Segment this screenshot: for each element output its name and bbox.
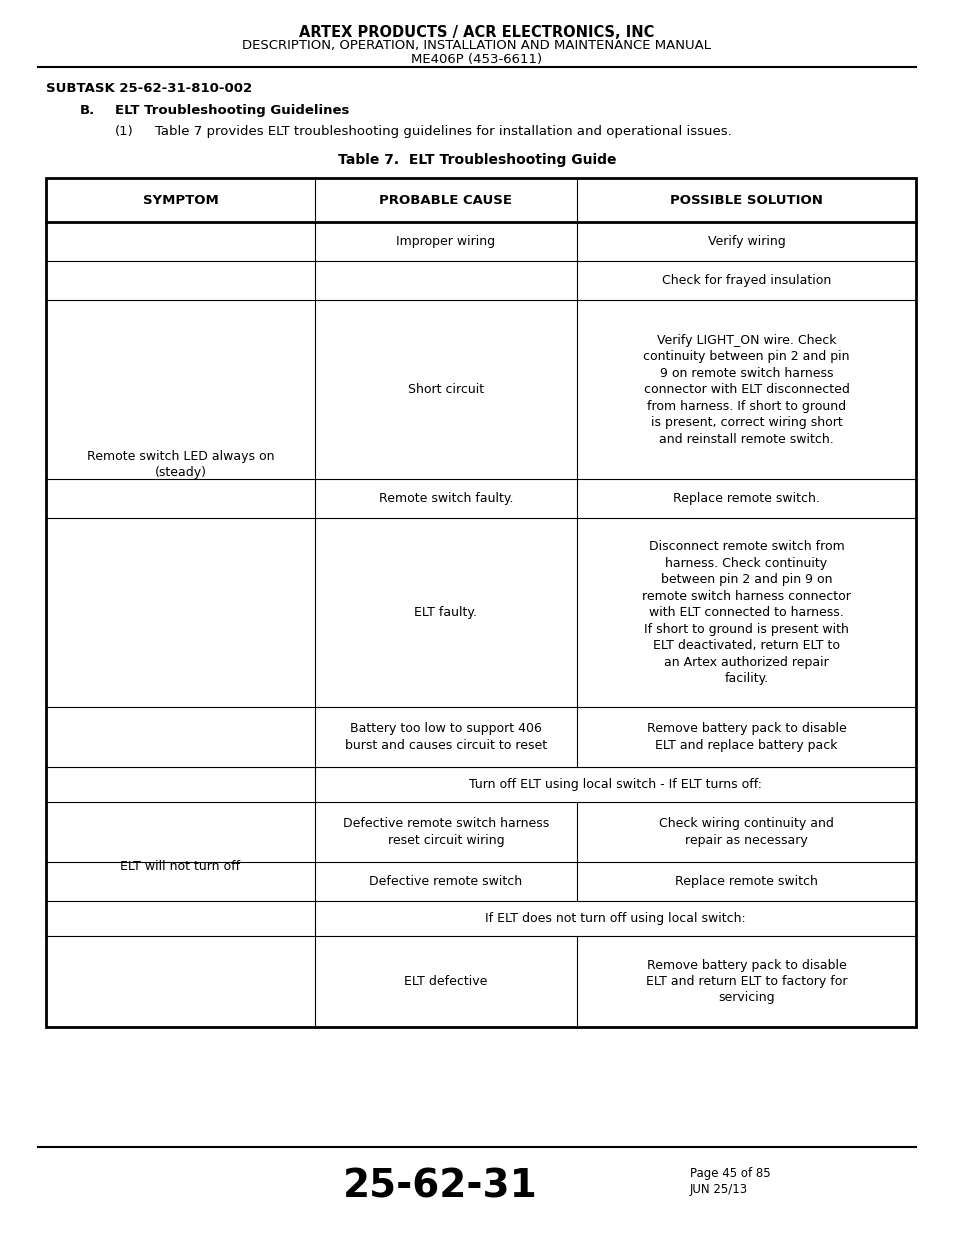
- Text: Remote switch LED always on
(steady): Remote switch LED always on (steady): [87, 450, 274, 479]
- Text: Remove battery pack to disable
ELT and return ELT to factory for
servicing: Remove battery pack to disable ELT and r…: [645, 958, 846, 1004]
- Text: B.: B.: [80, 104, 95, 117]
- Text: Turn off ELT using local switch - If ELT turns off:: Turn off ELT using local switch - If ELT…: [469, 778, 761, 790]
- Text: Check for frayed insulation: Check for frayed insulation: [661, 274, 830, 287]
- Text: Remove battery pack to disable
ELT and replace battery pack: Remove battery pack to disable ELT and r…: [646, 722, 845, 752]
- Text: (1): (1): [115, 125, 133, 138]
- Text: ELT defective: ELT defective: [404, 974, 487, 988]
- Text: ELT will not turn off: ELT will not turn off: [120, 861, 240, 873]
- Text: Verify wiring: Verify wiring: [707, 235, 784, 248]
- Text: Battery too low to support 406
burst and causes circuit to reset: Battery too low to support 406 burst and…: [345, 722, 546, 752]
- Text: ELT faulty.: ELT faulty.: [414, 606, 477, 619]
- Text: POSSIBLE SOLUTION: POSSIBLE SOLUTION: [669, 194, 822, 206]
- Text: Disconnect remote switch from
harness. Check continuity
between pin 2 and pin 9 : Disconnect remote switch from harness. C…: [641, 540, 850, 685]
- Bar: [46, 178, 915, 1028]
- Text: Defective remote switch: Defective remote switch: [369, 876, 522, 888]
- Text: Page 45 of 85: Page 45 of 85: [689, 1167, 770, 1179]
- Text: ELT Troubleshooting Guidelines: ELT Troubleshooting Guidelines: [115, 104, 349, 117]
- Text: ARTEX PRODUCTS / ACR ELECTRONICS, INC: ARTEX PRODUCTS / ACR ELECTRONICS, INC: [299, 25, 654, 40]
- Text: JUN 25/13: JUN 25/13: [689, 1182, 747, 1195]
- Text: Short circuit: Short circuit: [408, 383, 483, 396]
- Text: Improper wiring: Improper wiring: [396, 235, 495, 248]
- Text: Replace remote switch.: Replace remote switch.: [673, 492, 819, 505]
- Text: SYMPTOM: SYMPTOM: [143, 194, 218, 206]
- Text: Remote switch faulty.: Remote switch faulty.: [378, 492, 513, 505]
- Text: 25-62-31: 25-62-31: [342, 1168, 537, 1207]
- Text: PROBABLE CAUSE: PROBABLE CAUSE: [379, 194, 512, 206]
- Text: Check wiring continuity and
repair as necessary: Check wiring continuity and repair as ne…: [659, 818, 833, 847]
- Text: DESCRIPTION, OPERATION, INSTALLATION AND MAINTENANCE MANUAL: DESCRIPTION, OPERATION, INSTALLATION AND…: [242, 40, 711, 52]
- Text: Replace remote switch: Replace remote switch: [675, 876, 817, 888]
- Text: ME406P (453-6611): ME406P (453-6611): [411, 53, 542, 65]
- Text: Verify LIGHT_ON wire. Check
continuity between pin 2 and pin
9 on remote switch : Verify LIGHT_ON wire. Check continuity b…: [642, 333, 849, 446]
- Text: Table 7 provides ELT troubleshooting guidelines for installation and operational: Table 7 provides ELT troubleshooting gui…: [154, 125, 731, 138]
- Text: Defective remote switch harness
reset circuit wiring: Defective remote switch harness reset ci…: [342, 818, 549, 847]
- Text: SUBTASK 25-62-31-810-002: SUBTASK 25-62-31-810-002: [46, 82, 252, 95]
- Text: If ELT does not turn off using local switch:: If ELT does not turn off using local swi…: [485, 911, 745, 925]
- Text: Table 7.  ELT Troubleshooting Guide: Table 7. ELT Troubleshooting Guide: [337, 153, 616, 167]
